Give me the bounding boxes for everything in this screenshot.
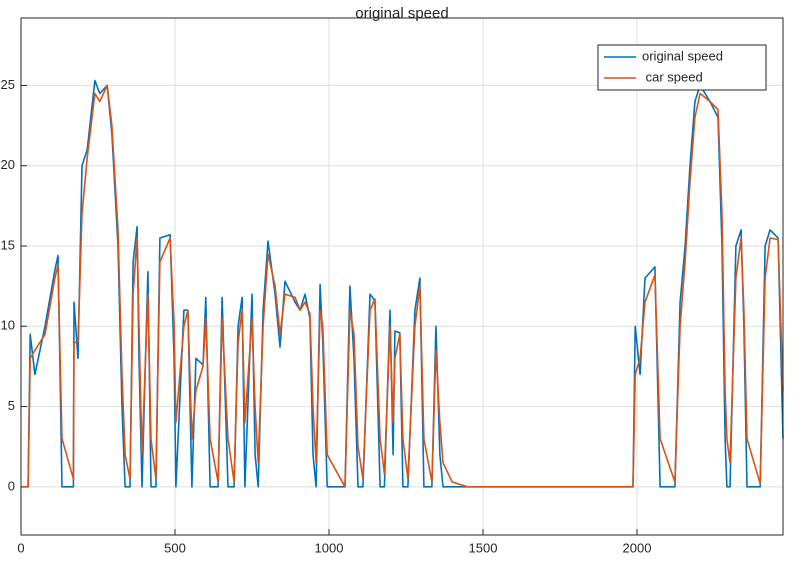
x-tick-label: 2000	[623, 540, 652, 555]
y-tick-label: 15	[1, 237, 15, 252]
legend-label: original speed	[642, 48, 723, 63]
y-tick-label: 25	[1, 77, 15, 92]
y-tick-label: 20	[1, 157, 15, 172]
y-tick-label: 5	[8, 398, 15, 413]
y-tick-label: 10	[1, 318, 15, 333]
x-tick-label: 500	[164, 540, 186, 555]
plot-frame	[20, 17, 784, 536]
y-tick-label: 0	[8, 478, 15, 493]
chart-title: original speed	[355, 5, 448, 22]
x-tick-label: 1500	[469, 540, 498, 555]
legend-label: car speed	[642, 69, 703, 84]
x-tick-label: 1000	[315, 540, 344, 555]
x-tick-label: 0	[17, 540, 24, 555]
series-line	[21, 84, 784, 488]
legend-box	[597, 44, 767, 91]
